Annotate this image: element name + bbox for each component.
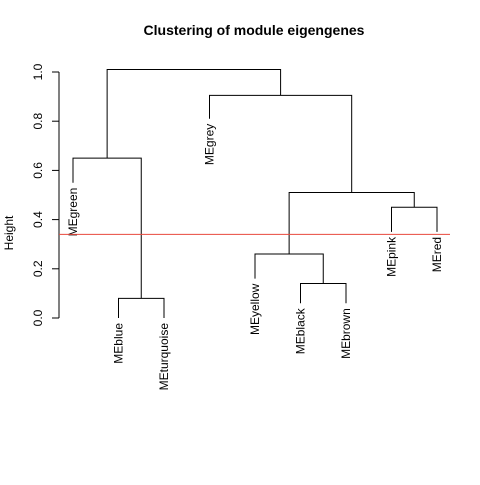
y-tick-label: 0.0 [31, 309, 45, 326]
chart-title: Clustering of module eigengenes [144, 22, 365, 38]
y-tick-label: 1.0 [31, 63, 45, 80]
y-axis-label: Height [2, 215, 16, 250]
dendrogram-branch [209, 94, 353, 193]
dendrogram-branch [254, 253, 324, 284]
leaf-label-meblue: MEblue [112, 323, 126, 364]
dendrogram-branch [300, 283, 347, 304]
leaf-label-mebrown: MEbrown [339, 308, 353, 359]
dendrogram-branch [106, 69, 282, 159]
y-tick-label: 0.2 [31, 260, 45, 277]
y-tick-label: 0.4 [31, 211, 45, 228]
dendrogram-branch [391, 206, 438, 232]
dendrogram-branch [72, 157, 142, 299]
leaf-label-meblack: MEblack [294, 307, 308, 354]
leaf-label-meturquoise: MEturquoise [157, 323, 171, 391]
leaf-label-meyellow: MEyellow [248, 283, 262, 335]
leaf-label-mepink: MEpink [385, 236, 399, 277]
dendrogram-branch [118, 297, 165, 318]
y-tick-label: 0.6 [31, 162, 45, 179]
y-axis: 0.0 0.2 0.4 0.6 0.8 1.0 [31, 63, 60, 326]
dendrogram-branches [72, 69, 438, 318]
leaf-labels: MEgreen MEblue MEturquoise MEgrey MEyellow ME… [66, 124, 444, 391]
leaf-label-mered: MEred [430, 237, 444, 272]
y-tick-label: 0.8 [31, 113, 45, 130]
leaf-label-megrey: MEgrey [203, 124, 217, 165]
leaf-label-megreen: MEgreen [66, 188, 80, 237]
